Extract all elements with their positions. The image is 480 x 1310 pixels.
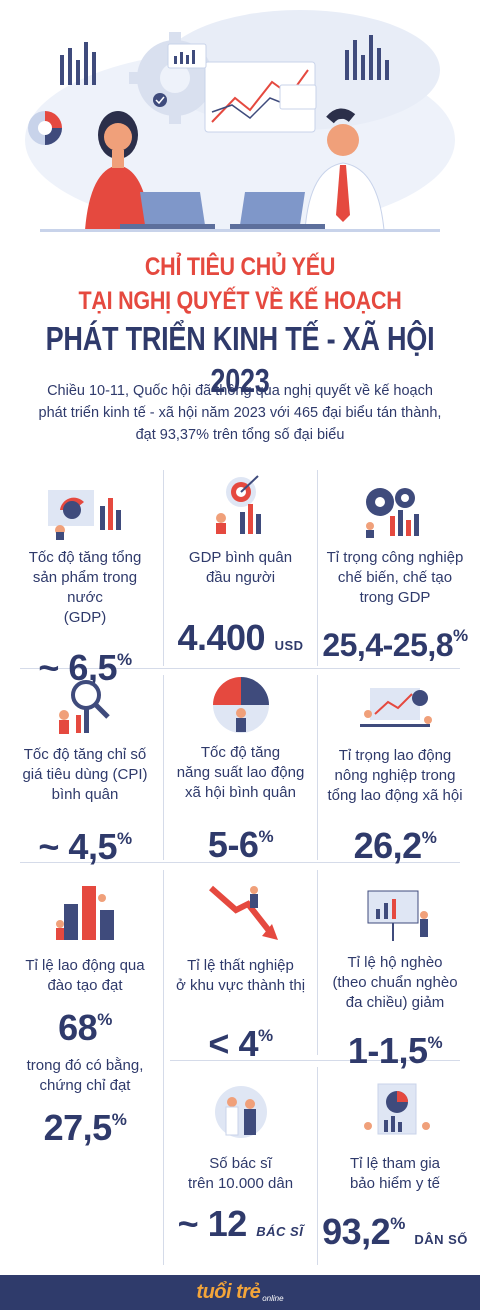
report-chart-icon bbox=[364, 1083, 430, 1135]
title-line-3: PHÁT TRIỂN KINH TẾ - XÃ HỘI 2023 bbox=[45, 320, 435, 399]
bar-chart-people-icon bbox=[56, 886, 114, 940]
indicator-cpi: Tốc độ tăng chỉ số giá tiêu dùng (CPI) b… bbox=[15, 675, 155, 867]
dashboard-icon bbox=[360, 688, 432, 727]
value-text: 4.400 USD bbox=[177, 617, 304, 658]
title-line-2: TẠI NGHỊ QUYẾT VỀ KẾ HOẠCH bbox=[78, 287, 402, 315]
value-text: 25,4-25,8% bbox=[322, 626, 468, 663]
value-text-secondary: 27,5% bbox=[43, 1107, 127, 1148]
indicator-health-insurance: Tỉ lệ tham gia bảo hiểm y tế 93,2% DÂN S… bbox=[320, 1082, 470, 1260]
indicator-labor-productivity: Tốc độ tăng năng suất lao động xã hội bì… bbox=[168, 675, 313, 865]
magnifier-icon bbox=[59, 680, 110, 734]
pie-chart-icon bbox=[212, 677, 269, 733]
indicator-trained-labor: Tỉ lệ lao động qua đào tạo đạt 68% trong… bbox=[15, 880, 155, 1148]
indicator-doctors: Số bác sĩ trên 10.000 dân ~ 12 BÁC SĨ bbox=[168, 1082, 313, 1252]
value-text: 93,2% DÂN SỐ bbox=[322, 1211, 468, 1252]
target-icon bbox=[215, 475, 261, 534]
indicator-unemployment: Tỉ lệ thất nghiệp ở khu vực thành thị < … bbox=[168, 880, 313, 1064]
doctors-icon bbox=[214, 1086, 267, 1138]
presentation-board-icon bbox=[367, 890, 428, 941]
logo-sub: online bbox=[262, 1294, 284, 1303]
value-text: ~ 12 BÁC SĨ bbox=[177, 1203, 304, 1244]
footer-bar: tuổi trẻ online bbox=[0, 1275, 480, 1310]
value-text: 1-1,5% bbox=[347, 1030, 443, 1071]
title-block: CHỈ TIÊU CHỦ YẾU TẠI NGHỊ QUYẾT VỀ KẾ HO… bbox=[0, 250, 480, 402]
gears-icon bbox=[366, 488, 419, 538]
value-text: 26,2% bbox=[353, 825, 437, 866]
indicator-agri-labor-share: Tỉ trọng lao động nông nghiệp trong tổng… bbox=[320, 680, 470, 866]
title-line-1: CHỈ TIÊU CHỦ YẾU bbox=[144, 253, 336, 281]
indicator-gdp-per-capita: GDP bình quân đầu người 4.400 USD bbox=[168, 470, 313, 666]
value-text: 5-6% bbox=[207, 824, 274, 865]
intro-text: Chiều 10-11, Quốc hội đã thông qua nghị … bbox=[38, 383, 442, 443]
value-text: 68% bbox=[58, 1007, 112, 1048]
indicator-poverty-rate: Tỉ lệ hộ nghèo (theo chuẩn nghèo đa chiề… bbox=[320, 885, 470, 1071]
value-text: < 4% bbox=[208, 1023, 273, 1064]
value-text: ~ 6,5% bbox=[38, 647, 132, 688]
tuoitre-logo[interactable]: tuổi trẻ bbox=[196, 1281, 261, 1303]
hero-illustration bbox=[25, 10, 455, 232]
down-arrow-chart-icon bbox=[208, 885, 278, 940]
gdp-chart-icon bbox=[48, 490, 121, 540]
indicator-gdp-growth: Tốc độ tăng tổng sản phẩm trong nước (GD… bbox=[15, 480, 155, 688]
value-text: ~ 4,5% bbox=[38, 826, 132, 867]
indicator-manufacturing-share: Tỉ trọng công nghiệp chế biến, chế tạo t… bbox=[320, 480, 470, 665]
